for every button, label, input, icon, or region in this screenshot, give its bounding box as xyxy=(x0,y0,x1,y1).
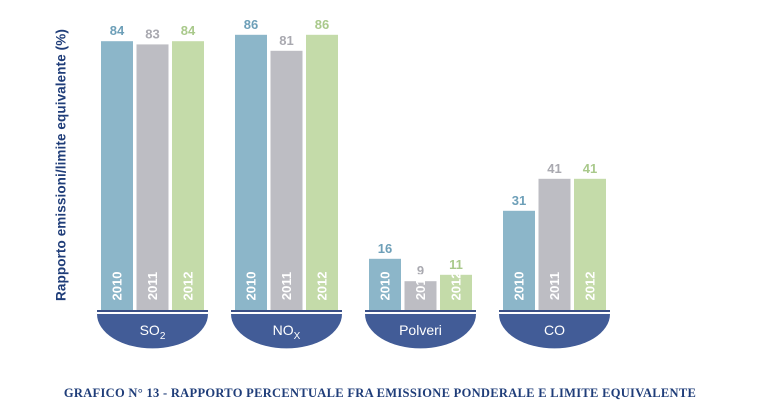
bars-layer: 84 2010 83 2011 84 2012 86 2010 81 2011 86 2012 16 20… xyxy=(97,17,610,312)
bar-2011-2 xyxy=(404,281,437,310)
bar-value-label: 16 xyxy=(378,241,392,256)
group-label: NOX xyxy=(273,322,301,342)
bar-year-label: 2010 xyxy=(378,272,393,301)
group-baseline xyxy=(499,310,610,312)
bar-2012-3 xyxy=(574,178,606,310)
group-label-shape xyxy=(365,314,476,349)
bar-year-label: 2012 xyxy=(315,272,330,301)
bar-value-label: 84 xyxy=(181,23,196,38)
group-labels-layer: SO2 NOX Polveri CO xyxy=(97,314,610,349)
bar-value-label: 81 xyxy=(279,33,293,48)
bar-year-label: 2012 xyxy=(181,272,196,301)
bar-year-label: 2010 xyxy=(110,272,125,301)
bar-year-label: 2010 xyxy=(512,272,527,301)
bar-year-label: 2012 xyxy=(583,272,598,301)
group-label-shape xyxy=(231,314,342,349)
bar-value-label: 86 xyxy=(315,17,329,32)
group-label-shape xyxy=(97,314,208,349)
bar-value-label: 86 xyxy=(244,17,258,32)
bar-year-label: 2011 xyxy=(547,272,562,300)
bar-value-label: 41 xyxy=(547,161,561,176)
bar-year-label: 2011 xyxy=(279,272,294,300)
group-baseline xyxy=(231,310,342,312)
bar-value-label: 41 xyxy=(583,161,597,176)
group-baseline xyxy=(97,310,208,312)
bar-2012-1 xyxy=(306,34,338,311)
bar-year-label: 2012 xyxy=(449,272,464,301)
bar-year-label: 2011 xyxy=(413,272,428,300)
group-label: CO xyxy=(544,322,565,338)
bar-2011-0 xyxy=(136,44,169,311)
bar-2010-3 xyxy=(503,210,535,310)
bar-2010-0 xyxy=(101,41,133,310)
bar-2010-2 xyxy=(369,258,401,310)
bar-value-label: 9 xyxy=(417,263,424,278)
bar-year-label: 2010 xyxy=(244,272,259,301)
group-label-shape xyxy=(499,314,610,349)
bar-2012-0 xyxy=(172,41,204,310)
bar-2011-3 xyxy=(538,178,571,310)
bar-year-label: 2011 xyxy=(145,272,160,300)
bar-2012-2 xyxy=(440,274,472,310)
bar-2011-1 xyxy=(270,50,303,311)
bar-2010-1 xyxy=(235,34,267,311)
bar-value-label: 31 xyxy=(512,193,526,208)
bar-value-label: 84 xyxy=(110,23,125,38)
chart-caption: GRAFICO N° 13 - RAPPORTO PERCENTUALE FRA… xyxy=(63,386,697,400)
bar-value-label: 83 xyxy=(145,26,159,41)
bar-value-label: 11 xyxy=(449,257,463,272)
group-label: Polveri xyxy=(399,322,442,338)
group-label: SO2 xyxy=(140,322,166,342)
group-baseline xyxy=(365,310,476,312)
